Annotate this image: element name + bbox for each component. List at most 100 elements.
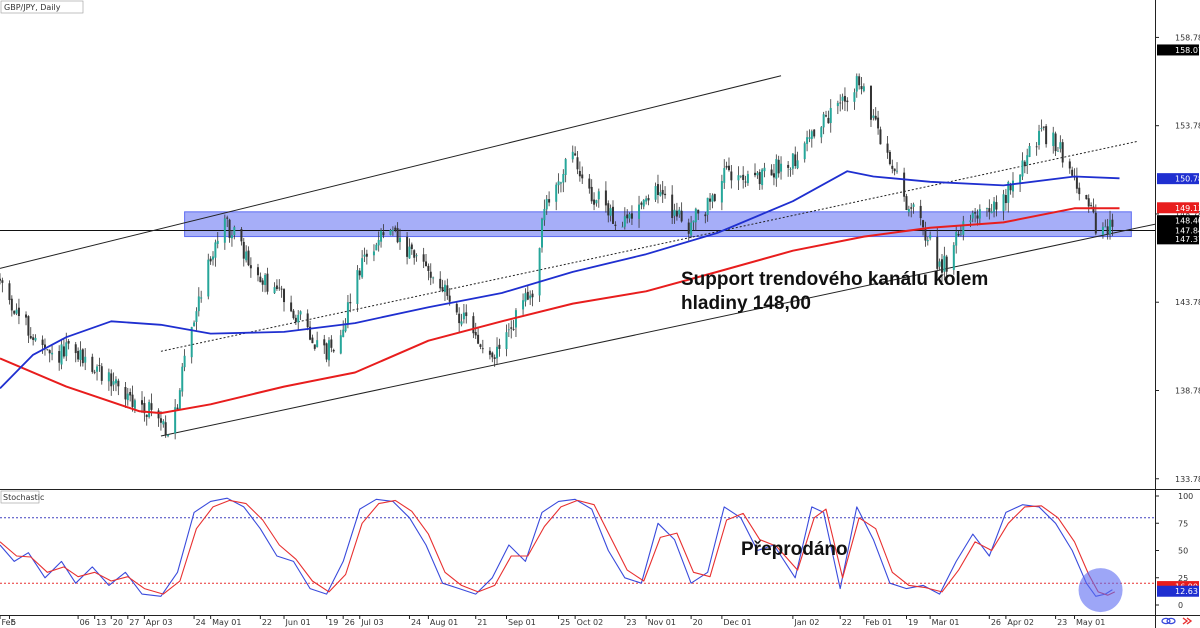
candle — [117, 378, 120, 396]
candle — [687, 218, 690, 241]
link-icon[interactable] — [1161, 617, 1176, 625]
time-tick-label: Feb 01 — [865, 618, 892, 627]
candle-body — [349, 302, 352, 304]
candle — [96, 364, 99, 381]
candle-body — [372, 251, 375, 256]
candle — [822, 111, 825, 135]
candle — [77, 347, 80, 362]
price-badge-label: 158.07 — [1175, 46, 1200, 55]
candle-body — [789, 169, 792, 170]
oversold-highlight — [1078, 568, 1123, 613]
double-arrow-icon[interactable] — [1182, 617, 1193, 625]
candle-body — [460, 321, 463, 325]
candle-body — [8, 283, 11, 301]
candle-body — [813, 129, 816, 137]
candle — [1094, 204, 1097, 236]
candle-body — [505, 332, 508, 350]
candle — [813, 129, 816, 139]
candle — [93, 369, 96, 375]
candle — [806, 130, 809, 152]
osc-tick-label: 100 — [1178, 492, 1193, 501]
candle-body — [181, 366, 184, 392]
candle — [1054, 131, 1057, 157]
candle — [339, 329, 342, 355]
candle-body — [422, 254, 425, 262]
candle-body — [278, 287, 281, 289]
price-badge: 147.84 — [1157, 225, 1200, 237]
candle-body — [976, 215, 979, 219]
candle-body — [775, 159, 778, 179]
candle — [181, 362, 184, 397]
candle — [846, 97, 849, 112]
osc-tick-label: 0 — [1178, 601, 1183, 610]
candle-body — [763, 167, 766, 172]
candle-body — [474, 332, 477, 336]
candle-body — [860, 86, 863, 90]
candle — [259, 272, 262, 283]
candle-body — [363, 254, 366, 257]
candle — [363, 247, 366, 263]
candle-body — [590, 186, 593, 202]
candle — [642, 198, 645, 210]
candle-body — [316, 340, 319, 348]
time-tick-label: Oct 02 — [577, 618, 604, 627]
candle-body — [197, 296, 200, 312]
candle-body — [675, 210, 678, 217]
candle — [555, 182, 558, 211]
candle-body — [806, 137, 809, 144]
price-badge-label: 150.78 — [1175, 175, 1200, 184]
price-tick-label: 153.78 — [1175, 122, 1200, 131]
candle-body — [10, 298, 13, 311]
candle — [477, 326, 480, 345]
candle — [356, 265, 359, 312]
candle — [474, 322, 477, 340]
candle-body — [162, 421, 165, 425]
candle — [344, 318, 347, 333]
candle-body — [79, 349, 82, 360]
candle — [621, 221, 624, 228]
candle — [46, 349, 49, 351]
candle — [67, 339, 70, 350]
candle — [929, 231, 932, 241]
candle — [626, 209, 629, 224]
candle — [280, 285, 283, 298]
candle-body — [1056, 150, 1059, 152]
candle — [855, 73, 858, 98]
candle-body — [557, 181, 560, 186]
candle-body — [822, 114, 825, 128]
candle-body — [985, 208, 988, 209]
candle-body — [664, 193, 667, 196]
candle — [877, 110, 880, 135]
candle — [604, 181, 607, 213]
candle-body — [891, 165, 894, 169]
candle — [342, 320, 345, 338]
candle-body — [458, 313, 461, 324]
candle — [607, 200, 610, 223]
candle — [754, 163, 757, 178]
candle — [545, 195, 548, 215]
candle — [597, 188, 600, 208]
candle-body — [325, 343, 328, 360]
candle — [623, 207, 626, 230]
candle-body — [176, 407, 179, 410]
candle — [571, 145, 574, 163]
candle-body — [642, 199, 645, 207]
price-badge-label: 147.84 — [1175, 227, 1200, 236]
support-annotation-line2: hladiny 148,00 — [681, 293, 811, 314]
candle-body — [709, 198, 712, 202]
candle — [195, 307, 198, 331]
candle — [827, 110, 830, 124]
candle-body — [1021, 160, 1024, 177]
candle-body — [559, 182, 562, 184]
candle-body — [810, 131, 813, 139]
candle — [540, 217, 543, 253]
candle — [278, 279, 281, 291]
candle-body — [955, 231, 958, 246]
candle — [330, 335, 333, 353]
candle-body — [746, 174, 749, 184]
candle — [297, 310, 300, 331]
candle — [896, 162, 899, 174]
candle — [985, 207, 988, 217]
candle-body — [1071, 169, 1074, 176]
candle-body — [905, 196, 908, 211]
